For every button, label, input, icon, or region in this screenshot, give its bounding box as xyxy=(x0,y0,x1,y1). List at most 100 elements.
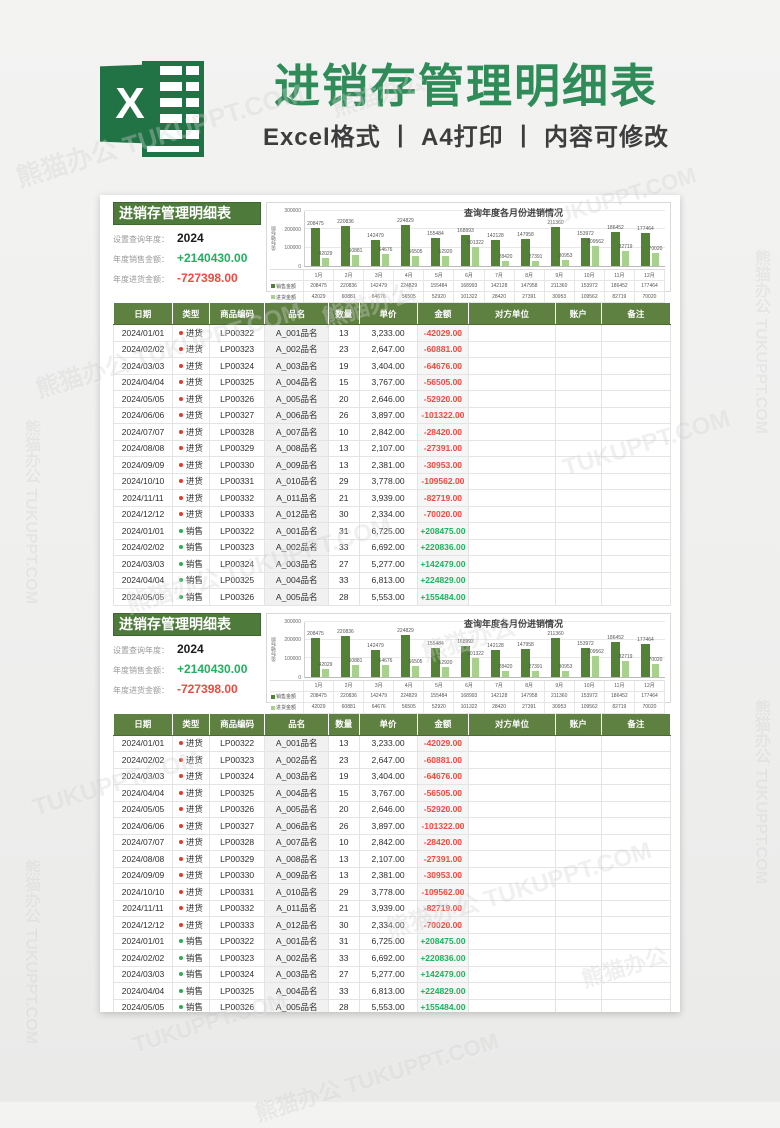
bar-value-label: 220836 xyxy=(337,629,354,636)
gridline xyxy=(305,228,665,230)
date-cell: 2024/03/03 xyxy=(112,357,174,375)
purchase-bar: 30953 xyxy=(559,664,572,677)
bar-value-label: 70020 xyxy=(648,246,663,253)
annual-purchase-value: -727398.00 xyxy=(177,271,238,285)
type-cell: 进货 xyxy=(172,406,210,424)
series-value: 56505 xyxy=(394,702,425,714)
sale-dot-icon xyxy=(178,528,183,533)
amount-cell: -52920.00 xyxy=(416,800,470,818)
annual-purchase-value: -727398.00 xyxy=(177,681,238,696)
bar-group: 147958 27391 xyxy=(515,211,545,266)
type-cell: 销售 xyxy=(172,965,210,983)
type-cell: 销售 xyxy=(172,571,210,589)
amount-cell: -30953.00 xyxy=(416,866,470,884)
month-label: 12月 xyxy=(634,680,665,692)
table-row: 2024/02/02 进货 LP00323 A_002品名 23 2,647.00 -608… xyxy=(112,751,672,769)
bar-value-label: 56505 xyxy=(408,248,423,255)
table-row: 2024/01/01 进货 LP00322 A_001品名 13 3,233.00 -420… xyxy=(112,734,672,752)
legend-corner xyxy=(270,680,304,692)
purchase-dot-icon xyxy=(178,774,183,779)
table-row: 2024/02/02 进货 LP00323 A_002品名 23 2,647.00 -608… xyxy=(112,340,672,358)
column-header: 账户 xyxy=(555,303,602,325)
purchase-dot-icon xyxy=(178,347,183,352)
type-cell: 进货 xyxy=(172,505,210,523)
month-label: 8月 xyxy=(514,270,545,281)
date-cell: 2024/06/06 xyxy=(112,406,174,424)
panel-title: 进销存管理明细表 xyxy=(113,202,261,225)
purchase-bar: 101322 xyxy=(467,651,484,677)
bar-value-label: 153972 xyxy=(577,230,594,237)
column-header: 商品编码 xyxy=(209,303,266,325)
sales-bar: 142128 xyxy=(487,233,504,266)
gridline xyxy=(305,638,665,640)
bar-group: 224829 56505 xyxy=(395,622,425,677)
type-cell: 进货 xyxy=(172,767,210,785)
date-cell: 2024/09/09 xyxy=(112,866,174,884)
annual-sales-value: +2140430.00 xyxy=(177,251,248,265)
type-cell: 销售 xyxy=(172,932,210,950)
column-header: 对方单位 xyxy=(468,303,556,325)
watermark-text-vertical: 熊猫办公 TUKUPPT.COM xyxy=(22,420,39,604)
series-value: 224829 xyxy=(394,281,425,292)
amount-cell: +220836.00 xyxy=(416,949,470,967)
series-value: 60881 xyxy=(334,292,365,303)
annual-sales-value: +2140430.00 xyxy=(177,661,248,676)
column-header: 日期 xyxy=(113,303,174,325)
y-axis-title: 坐标轴标题 xyxy=(271,637,277,662)
date-cell: 2024/01/01 xyxy=(112,734,174,752)
monthly-bar-chart: 查询年度各月份进销情况 坐标轴标题 300000 200000 100000 0 20… xyxy=(266,202,671,303)
sales-bar: 224829 xyxy=(397,628,414,677)
table-row: 2024/05/05 销售 LP00326 A_005品名 28 5,553.00 +155… xyxy=(112,998,672,1012)
bar-value-label: 142479 xyxy=(367,232,384,239)
bar-value-label: 147958 xyxy=(517,231,534,238)
table-row: 2024/05/05 进货 LP00326 A_005品名 20 2,646.00 -529… xyxy=(112,390,672,408)
legend-sales: 销售金额 xyxy=(270,691,304,703)
y-axis-ticks: 300000 200000 100000 0 xyxy=(278,619,304,681)
series-value: 177464 xyxy=(634,281,665,292)
amount-cell: -27391.00 xyxy=(416,850,470,868)
bar-value-label: 177464 xyxy=(637,636,654,643)
purchase-bar: 56505 xyxy=(409,659,422,677)
y-tick: 100000 xyxy=(284,245,301,252)
series-value: 109562 xyxy=(574,702,605,714)
month-label: 1月 xyxy=(304,680,335,692)
bar-value-label: 142479 xyxy=(367,643,384,650)
bar-value-label: 220836 xyxy=(337,218,354,225)
purchase-bar: 64676 xyxy=(379,658,392,677)
legend-purchase: 进货金额 xyxy=(270,292,304,303)
month-label: 5月 xyxy=(424,270,455,281)
series-value: 168993 xyxy=(454,691,485,703)
column-header: 对方单位 xyxy=(468,713,556,736)
table-row: 2024/05/05 销售 LP00326 A_005品名 28 5,553.00 +155… xyxy=(112,588,672,606)
sale-dot-icon xyxy=(178,939,183,944)
date-cell: 2024/04/04 xyxy=(112,784,174,802)
bar-group: 142479 64676 xyxy=(365,622,395,677)
table-header-row: 日期 类型 商品编码 品名 数量 单价 金额 对方单位 账户 备注 xyxy=(113,713,672,736)
series-value: 168993 xyxy=(454,281,485,292)
amount-cell: -109562.00 xyxy=(416,472,470,490)
table-row: 2024/10/10 进货 LP00331 A_010品名 29 3,778.00 -109… xyxy=(112,472,672,490)
type-cell: 进货 xyxy=(172,833,210,851)
bar-value-label: 109562 xyxy=(587,649,604,656)
sales-bar: 186452 xyxy=(607,635,624,677)
series-value: 142479 xyxy=(364,281,395,292)
bar-group: 142479 64676 xyxy=(365,211,395,266)
chart-data-table: 1月 2月 3月 4月 5月 6月 7月 8月 9月 10月 11月 12月 销售金额 208475 220… xyxy=(270,269,665,303)
column-header: 单价 xyxy=(359,713,418,736)
bar-group: 208475 42029 xyxy=(305,211,335,266)
gridline xyxy=(305,657,665,659)
date-cell: 2024/03/03 xyxy=(112,555,174,573)
series-value: 52920 xyxy=(424,702,455,714)
bar-group: 142128 28420 xyxy=(485,211,515,266)
purchase-dot-icon xyxy=(178,330,183,335)
series-value: 142128 xyxy=(484,691,515,703)
purchase-bar: 30953 xyxy=(559,253,572,266)
sales-bar: 153972 xyxy=(577,231,594,266)
series-value: 211360 xyxy=(544,691,575,703)
purchase-dot-icon xyxy=(178,823,183,828)
series-value: 52920 xyxy=(424,292,455,303)
query-year-value: 2024 xyxy=(177,231,204,245)
table-row: 2024/12/12 进货 LP00333 A_012品名 30 2,334.00 -700… xyxy=(112,505,672,523)
series-value: 42029 xyxy=(304,292,335,303)
amount-cell: -70020.00 xyxy=(416,505,470,523)
